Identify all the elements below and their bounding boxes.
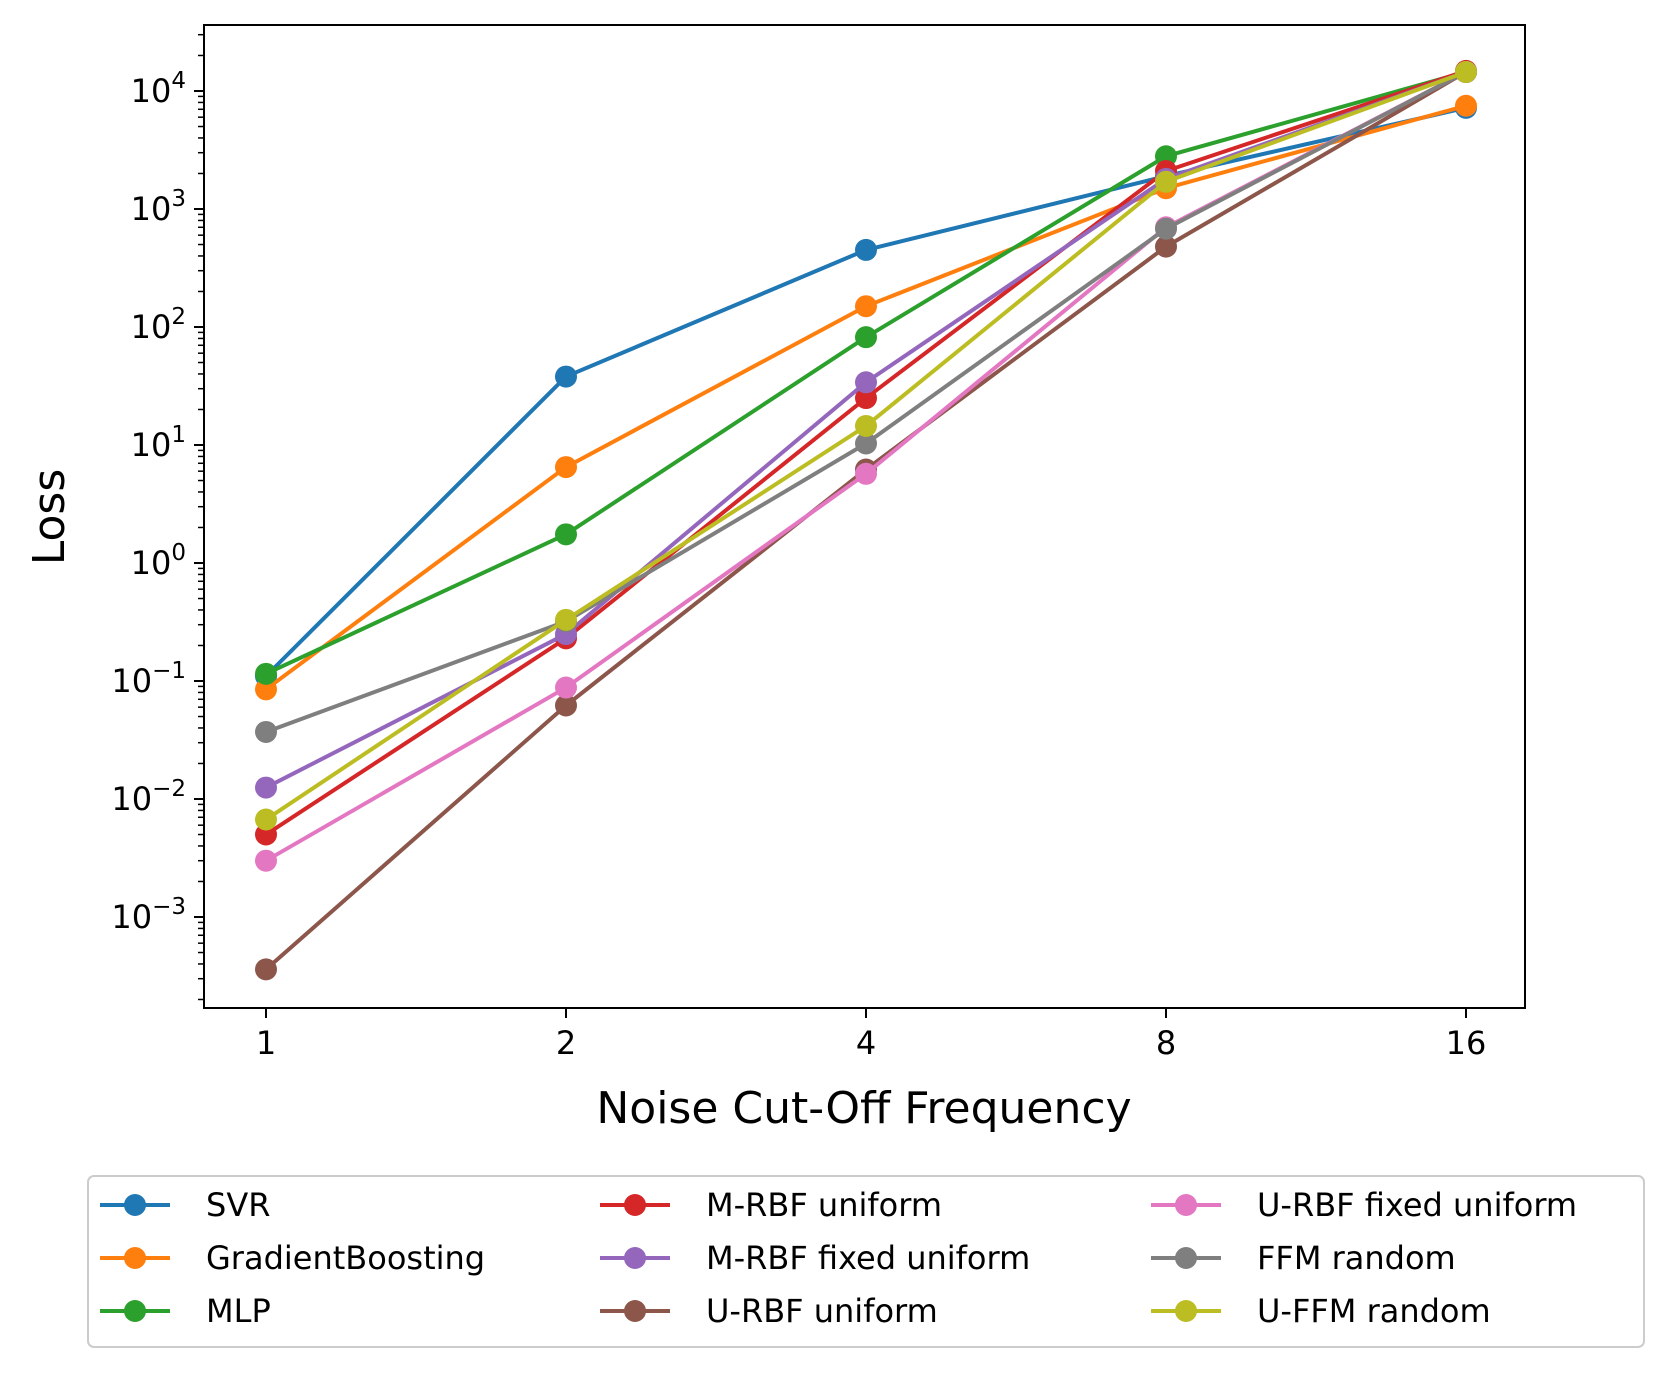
legend-label: U-FFM random: [1257, 1292, 1491, 1330]
data-point: [855, 414, 877, 437]
data-point: [855, 387, 877, 410]
legend-label: M-RBF uniform: [706, 1186, 942, 1224]
legend-marker: [1175, 1194, 1197, 1216]
y-tick-label: 10−2: [111, 776, 186, 818]
legend-marker: [124, 1194, 146, 1216]
data-point: [555, 608, 577, 631]
data-point: [1455, 60, 1477, 83]
data-point: [555, 523, 577, 546]
legend-label: GradientBoosting: [206, 1239, 485, 1277]
data-point: [855, 371, 877, 394]
data-point: [855, 295, 877, 318]
y-tick-label: 102: [131, 304, 186, 346]
x-tick-label: 16: [1446, 1024, 1487, 1062]
legend-label: FFM random: [1257, 1239, 1456, 1277]
data-point: [255, 720, 277, 743]
data-point: [255, 662, 277, 685]
data-point: [1155, 170, 1177, 193]
legend-marker: [624, 1300, 646, 1322]
y-tick-label: 103: [131, 186, 186, 228]
x-tick-label: 8: [1156, 1024, 1176, 1062]
legend-label: MLP: [206, 1292, 271, 1330]
data-point: [555, 365, 577, 388]
data-point: [1155, 235, 1177, 258]
data-point: [255, 849, 277, 872]
data-point: [1455, 94, 1477, 117]
legend-marker: [624, 1194, 646, 1216]
legend-box: [87, 1175, 1645, 1348]
y-tick-label: 100: [131, 540, 186, 582]
x-tick-label: 1: [256, 1024, 276, 1062]
x-tick-label: 4: [856, 1024, 876, 1062]
legend-marker: [1175, 1300, 1197, 1322]
legend-label: U-RBF fixed uniform: [1257, 1186, 1577, 1224]
y-tick-label: 101: [131, 422, 186, 464]
data-point: [555, 676, 577, 699]
data-point: [855, 326, 877, 349]
legend: SVR GradientBoosting MLP M-RBF uniform M-RBF…: [87, 1175, 1645, 1348]
legend-marker: [1175, 1247, 1197, 1269]
y-tick-label: 10−1: [111, 658, 186, 700]
data-point: [255, 678, 277, 701]
data-point: [855, 462, 877, 485]
y-tick-label: 10−3: [111, 894, 186, 936]
legend-marker: [624, 1247, 646, 1269]
data-point: [1155, 217, 1177, 240]
data-point: [255, 958, 277, 981]
data-point: [855, 238, 877, 261]
data-point: [555, 456, 577, 479]
plot-frame: [203, 24, 1526, 1009]
legend-label: M-RBF fixed uniform: [706, 1239, 1030, 1277]
data-point: [255, 808, 277, 831]
legend-label: U-RBF uniform: [706, 1292, 938, 1330]
y-axis-title: Loss: [24, 469, 75, 566]
legend-label: SVR: [206, 1186, 270, 1224]
y-tick-label: 104: [131, 68, 186, 110]
x-axis-title: Noise Cut-Off Frequency: [596, 1083, 1131, 1134]
data-point: [555, 694, 577, 717]
legend-marker: [124, 1247, 146, 1269]
data-point: [855, 432, 877, 455]
data-point: [255, 776, 277, 799]
x-tick-label: 2: [556, 1024, 576, 1062]
legend-marker: [124, 1300, 146, 1322]
